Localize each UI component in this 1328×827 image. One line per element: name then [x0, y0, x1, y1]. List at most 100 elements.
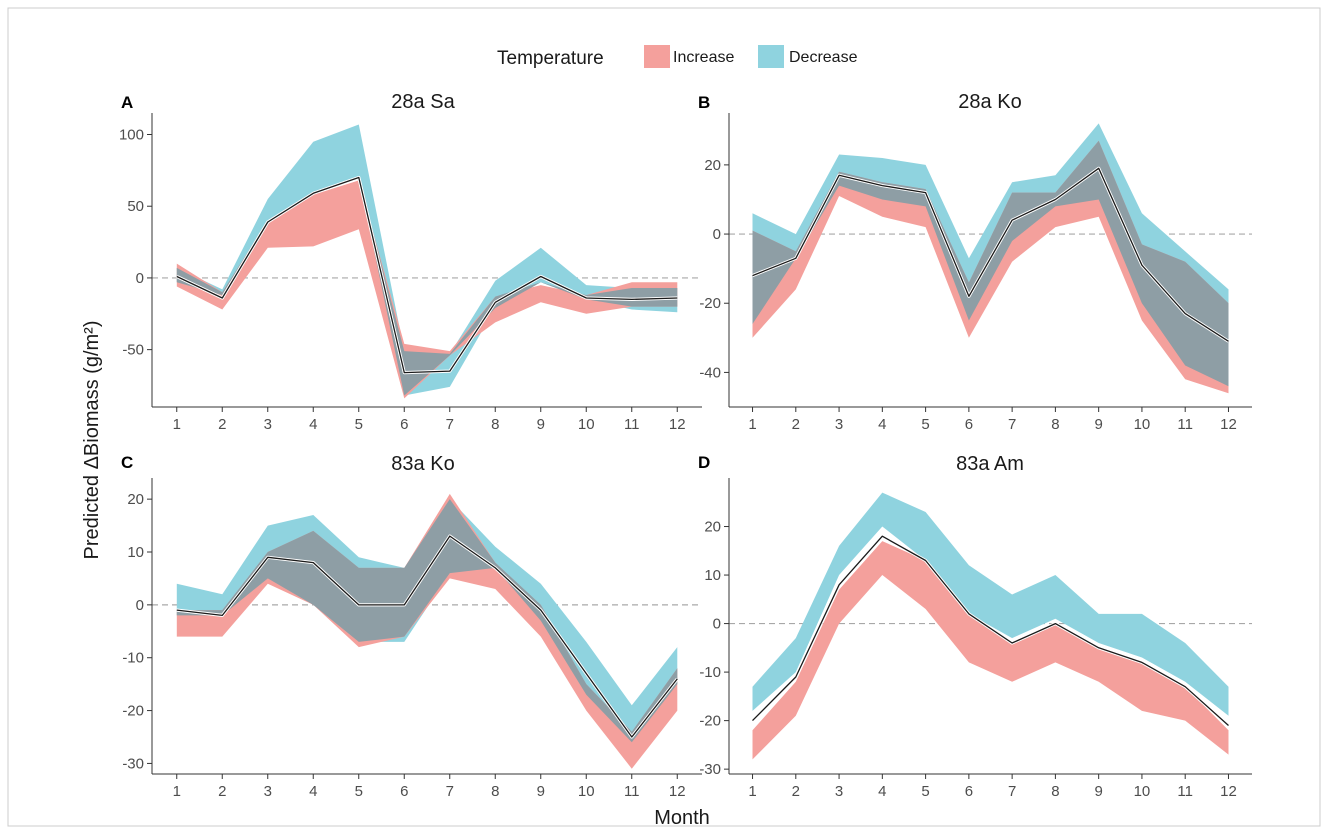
x-tick-label: 2: [792, 416, 800, 433]
x-tick-label: 1: [748, 783, 756, 800]
x-tick-label: 6: [965, 416, 973, 433]
x-tick-label: 4: [309, 783, 317, 800]
x-tick-label: 3: [264, 783, 272, 800]
y-tick-label: 50: [127, 198, 144, 215]
x-tick-label: 3: [264, 416, 272, 433]
plot-area: [729, 123, 1252, 394]
increase-band: [176, 180, 678, 399]
increase-band: [752, 541, 1229, 760]
y-tick-label: -40: [699, 364, 721, 381]
x-tick-label: 3: [835, 416, 843, 433]
panel-letter: D: [698, 453, 710, 472]
prediction-line-halo: [176, 175, 678, 375]
y-tick-label: -10: [122, 650, 144, 667]
y-tick-label: 20: [127, 491, 144, 508]
x-tick-label: 5: [355, 416, 363, 433]
plot-area: [729, 492, 1252, 760]
legend-decrease-swatch: [758, 45, 784, 68]
overlap-band: [752, 140, 1229, 387]
x-tick-label: 8: [1051, 783, 1059, 800]
x-tick-label: 6: [400, 783, 408, 800]
legend: Temperature Increase Decrease: [497, 45, 858, 69]
legend-title: Temperature: [497, 48, 604, 69]
overlap-band: [176, 499, 678, 743]
plot-area: [152, 124, 702, 399]
y-tick-label: 20: [704, 519, 721, 536]
prediction-line: [176, 176, 678, 374]
x-tick-label: 8: [491, 783, 499, 800]
x-tick-label: 4: [878, 783, 886, 800]
x-tick-label: 12: [1220, 783, 1237, 800]
x-tick-label: 11: [624, 416, 640, 433]
x-tick-label: 9: [537, 783, 545, 800]
y-tick-label: 20: [704, 157, 721, 174]
prediction-line: [752, 535, 1229, 726]
x-tick-label: 1: [173, 416, 181, 433]
y-axis-title: Predicted ΔBiomass (g/m²): [81, 321, 103, 560]
x-tick-label: 7: [1008, 416, 1016, 433]
y-tick-label: 0: [136, 597, 144, 614]
x-tick-label: 12: [1220, 416, 1237, 433]
x-tick-label: 2: [218, 783, 226, 800]
x-tick-label: 9: [1094, 416, 1102, 433]
y-tick-label: -20: [699, 713, 721, 730]
decrease-band: [752, 492, 1229, 716]
x-tick-label: 10: [1134, 783, 1151, 800]
y-tick-label: 100: [119, 127, 144, 144]
x-tick-label: 1: [748, 416, 756, 433]
legend-increase-label: Increase: [673, 49, 734, 66]
figure-frame: [7, 7, 1321, 827]
x-tick-label: 11: [1177, 416, 1193, 433]
y-tick-label: -30: [699, 761, 721, 778]
panel-title: 28a Ko: [958, 91, 1021, 113]
x-tick-label: 2: [792, 783, 800, 800]
x-tick-label: 10: [578, 416, 595, 433]
x-tick-label: 7: [1008, 783, 1016, 800]
panel-letter: A: [121, 93, 133, 112]
panel-title: 83a Ko: [391, 453, 454, 475]
x-tick-label: 9: [537, 416, 545, 433]
x-axis-title: Month: [654, 807, 710, 827]
plot-area: [152, 493, 702, 769]
decrease-band: [176, 124, 678, 396]
prediction-line: [752, 167, 1229, 342]
y-tick-label: -20: [699, 295, 721, 312]
y-tick-label: 0: [713, 616, 721, 633]
x-tick-label: 7: [446, 783, 454, 800]
x-tick-label: 7: [446, 416, 454, 433]
y-tick-label: -10: [699, 664, 721, 681]
x-tick-label: 9: [1094, 783, 1102, 800]
y-tick-label: -50: [122, 342, 144, 359]
x-tick-label: 10: [578, 783, 595, 800]
x-tick-label: 6: [965, 783, 973, 800]
x-tick-label: 1: [173, 783, 181, 800]
x-tick-label: 12: [669, 416, 686, 433]
x-tick-label: 4: [878, 416, 886, 433]
panel-title: 28a Sa: [391, 91, 455, 113]
x-tick-label: 11: [1177, 783, 1193, 800]
x-tick-label: 2: [218, 416, 226, 433]
prediction-line: [176, 535, 678, 738]
x-tick-label: 11: [624, 783, 640, 800]
y-tick-label: 10: [127, 544, 144, 561]
x-tick-label: 3: [835, 783, 843, 800]
x-tick-label: 12: [669, 783, 686, 800]
panel-title: 83a Am: [956, 453, 1024, 475]
x-tick-label: 5: [355, 783, 363, 800]
y-tick-label: 0: [713, 226, 721, 243]
legend-decrease-label: Decrease: [789, 49, 858, 66]
y-tick-label: 10: [704, 567, 721, 584]
x-tick-label: 10: [1134, 416, 1151, 433]
y-tick-label: -20: [122, 703, 144, 720]
x-tick-label: 5: [921, 783, 929, 800]
y-tick-label: -30: [122, 755, 144, 772]
panel-letter: C: [121, 453, 133, 472]
legend-increase-swatch: [644, 45, 670, 68]
x-tick-label: 8: [491, 416, 499, 433]
panel-letter: B: [698, 93, 710, 112]
